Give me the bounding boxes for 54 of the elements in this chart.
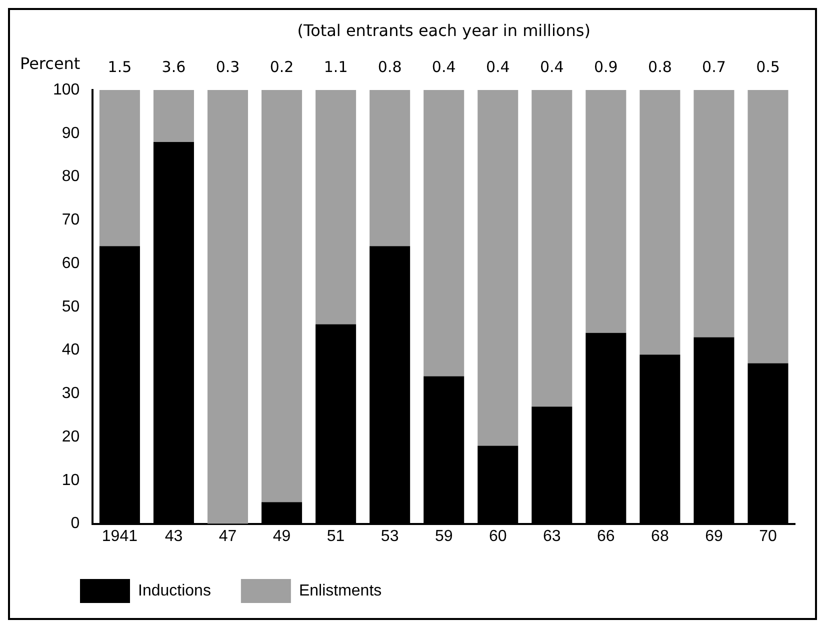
bar (316, 90, 356, 324)
text: 0.8 (648, 58, 672, 76)
x-tick-label: 69 (705, 528, 723, 545)
y-axis-title: Percent (20, 54, 80, 74)
text: 0.4 (432, 58, 456, 76)
y-tick-label: 0 (70, 515, 80, 532)
y-tick-label: 10 (62, 472, 80, 489)
y-tick-label: 70 (62, 212, 80, 229)
bar (153, 90, 194, 142)
text: 1.1 (324, 58, 348, 76)
bar (207, 90, 248, 524)
x-tick-label: 53 (380, 528, 399, 545)
bar (99, 90, 140, 246)
y-tick-label: 60 (62, 254, 80, 272)
bar (694, 90, 734, 338)
text: 0.5 (756, 58, 780, 76)
bar (262, 90, 302, 502)
bar (370, 90, 410, 246)
x-tick-label: 59 (434, 528, 453, 545)
y-tick-label: 80 (62, 168, 80, 186)
bar (478, 90, 518, 446)
legend-label: Enlistments (298, 582, 382, 600)
chart-subtitle: (Total entrants each year in millions) (297, 21, 590, 40)
bar (424, 90, 464, 376)
bar (748, 90, 788, 364)
text: 0.2 (270, 58, 294, 76)
text: 0.8 (378, 58, 402, 76)
y-tick-label: 90 (62, 124, 80, 142)
x-tick-label: 1941 (102, 528, 138, 545)
y-tick-label: 40 (62, 342, 80, 359)
x-tick-label: 68 (651, 528, 669, 545)
y-tick-label: 20 (62, 428, 80, 446)
x-tick-label: 51 (326, 528, 345, 545)
x-tick-label: 60 (488, 528, 507, 545)
bar (532, 90, 572, 407)
text: 3.6 (162, 58, 186, 76)
text: 0.3 (216, 58, 240, 76)
y-tick-label: 30 (62, 385, 80, 402)
x-tick-label: 49 (272, 528, 291, 545)
x-tick-label: 66 (597, 528, 615, 545)
text: 0.7 (702, 58, 726, 76)
text: 1.5 (108, 58, 132, 76)
y-tick-label: 50 (62, 298, 80, 316)
bar (586, 90, 626, 333)
bar (640, 90, 680, 355)
text: 0.9 (594, 58, 618, 76)
text: 0.4 (486, 58, 510, 76)
x-tick-label: 63 (542, 528, 561, 545)
text: 0.4 (540, 58, 564, 76)
x-tick-label: 70 (759, 528, 777, 545)
x-tick-label: 43 (164, 528, 183, 545)
y-tick-label: 100 (52, 81, 80, 98)
x-tick-label: 47 (218, 528, 237, 545)
legend-label: Inductions (138, 582, 211, 600)
